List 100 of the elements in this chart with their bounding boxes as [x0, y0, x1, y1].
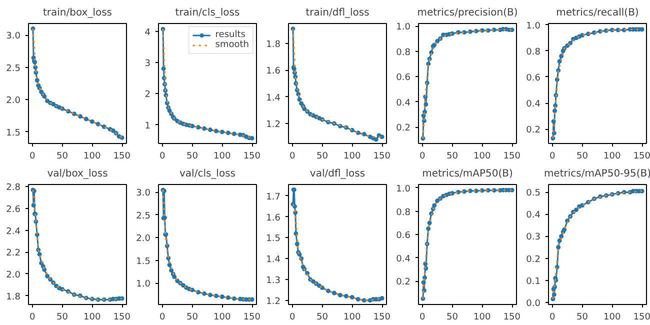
x-tick-label: 0 [159, 152, 166, 162]
y-tick-label: 1.0 [136, 280, 151, 290]
y-tick-label: 1.2 [266, 120, 281, 130]
y-tick-label: 3 [144, 58, 151, 69]
y-tick-label: 0.2 [396, 124, 411, 134]
y-tick-label: 2 [144, 90, 151, 100]
y-tick-label: 2.2 [6, 248, 21, 259]
x-tick-label: 50 [186, 152, 198, 162]
y-tick-label: 2.6 [6, 205, 21, 215]
x-tick-label: 150 [503, 152, 521, 162]
x-tick-label: 150 [243, 152, 261, 162]
y-tick-label: 1.5 [6, 128, 21, 138]
y-tick-label: 1.4 [266, 93, 281, 104]
y-tick-label: 4 [144, 28, 151, 38]
y-tick-label: 1.0 [526, 21, 541, 32]
x-tick-label: 100 [214, 152, 232, 162]
x-tick-label: 100 [84, 312, 102, 322]
x-tick-label: 100 [604, 152, 622, 162]
chart-title: metrics/mAP50-95(B) [544, 168, 650, 180]
x-tick-label: 50 [316, 312, 328, 322]
y-tick-label: 3.0 [136, 188, 151, 199]
x-tick-label: 50 [446, 312, 458, 322]
x-tick-label: 150 [373, 312, 391, 322]
y-tick-label: 0.2 [396, 278, 411, 288]
x-tick-label: 100 [474, 312, 492, 322]
x-tick-label: 150 [633, 312, 650, 322]
y-tick-label: 0.3 [526, 232, 541, 243]
y-tick-label: 0.6 [396, 231, 411, 242]
legend-label: smooth [215, 40, 249, 50]
y-tick-label: 1.6 [266, 66, 281, 77]
chart-title: train/box_loss [42, 8, 112, 18]
y-tick-label: 2.0 [136, 234, 151, 244]
x-tick-label: 0 [29, 312, 36, 322]
chart-title: val/cls_loss [180, 168, 236, 180]
chart-title: train/cls_loss [175, 8, 240, 18]
x-tick-label: 150 [113, 312, 131, 322]
y-tick-label: 1 [144, 121, 151, 132]
y-tick-label: 0.8 [396, 48, 411, 58]
x-tick-label: 100 [474, 152, 492, 162]
y-tick-label: 1.7 [266, 192, 281, 202]
y-tick-label: 0.4 [396, 98, 411, 108]
x-tick-label: 0 [549, 312, 556, 322]
y-tick-label: 2.0 [6, 96, 21, 106]
chart-title: metrics/precision(B) [417, 8, 518, 18]
x-tick-label: 150 [113, 152, 131, 162]
y-tick-label: 0.0 [526, 298, 541, 309]
x-tick-label: 100 [84, 152, 102, 162]
y-tick-label: 1.5 [136, 256, 151, 267]
y-tick-label: 2.4 [6, 226, 21, 237]
y-tick-label: 0.5 [526, 188, 541, 199]
chart-title: val/box_loss [47, 168, 108, 180]
x-tick-label: 0 [29, 152, 36, 162]
y-tick-label: 0.2 [526, 126, 541, 136]
x-tick-label: 0 [419, 152, 426, 162]
y-tick-label: 0.6 [526, 73, 541, 84]
x-tick-label: 50 [316, 152, 328, 162]
y-tick-label: 2.8 [6, 183, 21, 194]
y-tick-label: 1.0 [396, 22, 411, 33]
x-tick-label: 50 [56, 152, 68, 162]
y-tick-label: 1.0 [396, 184, 411, 194]
y-tick-label: 3.0 [6, 32, 21, 42]
x-tick-label: 50 [576, 152, 588, 162]
chart-title: metrics/mAP50(B) [422, 168, 513, 180]
y-tick-label: 2.0 [6, 270, 21, 280]
x-tick-label: 100 [344, 312, 362, 322]
x-tick-label: 150 [633, 152, 650, 162]
legend-label: results [215, 30, 246, 40]
x-tick-label: 0 [549, 152, 556, 162]
y-tick-label: 1.5 [266, 234, 281, 244]
y-tick-label: 1.6 [266, 213, 281, 224]
y-tick-label: 1.8 [6, 292, 21, 302]
y-tick-label: 1.8 [266, 40, 281, 50]
y-tick-label: 2.5 [6, 64, 21, 74]
y-tick-label: 0.4 [396, 254, 411, 264]
x-tick-label: 50 [186, 312, 198, 322]
x-tick-label: 50 [576, 312, 588, 322]
x-tick-label: 50 [446, 152, 458, 162]
chart-title: metrics/recall(B) [556, 8, 639, 18]
y-tick-label: 0.8 [396, 208, 411, 218]
y-tick-label: 0.6 [396, 73, 411, 84]
x-tick-label: 0 [159, 312, 166, 322]
chart-title: val/dfl_loss [310, 168, 366, 180]
y-tick-label: 0.1 [526, 276, 541, 287]
y-tick-label: 0.4 [526, 210, 541, 221]
y-tick-label: 2.5 [136, 211, 151, 222]
y-tick-label: 0.2 [526, 254, 541, 265]
y-tick-label: 0.4 [526, 100, 541, 110]
x-tick-label: 0 [289, 152, 296, 162]
y-tick-label: 1.4 [266, 255, 281, 266]
y-tick-label: 1.2 [266, 296, 281, 307]
x-tick-label: 150 [243, 312, 261, 322]
y-tick-label: 1.3 [266, 276, 281, 286]
x-tick-label: 100 [604, 312, 622, 322]
x-tick-label: 100 [214, 312, 232, 322]
x-tick-label: 150 [373, 152, 391, 162]
y-tick-label: 0.8 [526, 47, 541, 58]
x-tick-label: 0 [419, 312, 426, 322]
x-tick-label: 150 [503, 312, 521, 322]
x-tick-label: 100 [344, 152, 362, 162]
x-tick-label: 0 [289, 312, 296, 322]
